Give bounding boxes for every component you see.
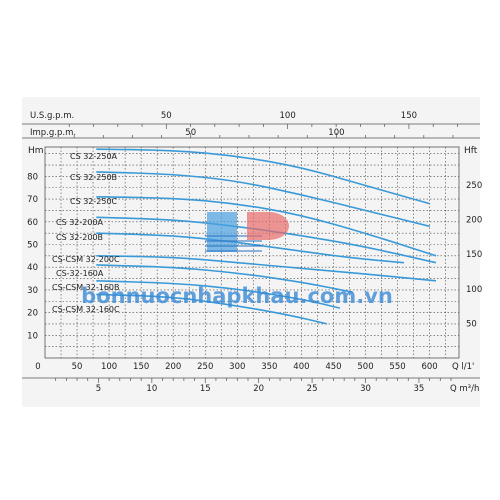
axis-label-hm: Hm xyxy=(28,146,44,156)
tick-label-imp: 100 xyxy=(328,128,344,138)
curve-label: CS-CSM 32-160B xyxy=(52,283,119,292)
tick-label-hm: 50 xyxy=(27,241,38,251)
curve-cs-csm-32-160b xyxy=(96,280,341,309)
curve-cs-csm-32-160c xyxy=(96,293,328,325)
tick-label-hm: 60 xyxy=(27,218,38,228)
curve-label: CS-CSM 32-200C xyxy=(52,255,120,264)
curve-label: CS 32-250B xyxy=(70,173,117,182)
tick-label-hft: 50 xyxy=(466,319,477,329)
tick-label-q-lmin: 400 xyxy=(293,362,309,372)
curve-label: CS 32-200A xyxy=(56,218,104,227)
tick-label-m3h: 30 xyxy=(360,384,371,394)
curve-cs-32-250c xyxy=(96,196,437,257)
tick-label-hm: 30 xyxy=(27,286,38,296)
axis-label-imp-gpm: Imp.g.p.m. xyxy=(30,128,76,138)
tick-label-hft: 150 xyxy=(466,250,482,260)
curve-label: CS 32-250A xyxy=(70,152,118,161)
curve-cs-csm-32-200c xyxy=(96,255,437,282)
tick-label-hm: 80 xyxy=(27,172,38,182)
pump-curves: CS 32-250A CS 32-250B CS 32-250C CS 32-200A… xyxy=(52,148,437,325)
watermark-logo xyxy=(205,212,289,252)
grid xyxy=(44,146,460,359)
tick-label-q-lmin: 100 xyxy=(101,362,117,372)
tick-label-us: 150 xyxy=(401,111,417,121)
axis-label-us-gpm: U.S.g.p.m. xyxy=(30,111,74,121)
tick-label-q-lmin: 600 xyxy=(421,362,437,372)
tick-label-hm: 10 xyxy=(27,331,38,341)
tick-label-hft: 100 xyxy=(466,285,482,295)
tick-label-m3h: 20 xyxy=(253,384,264,394)
plot-border xyxy=(44,146,460,359)
axis-label-hft: Hft xyxy=(464,146,478,156)
curve-cs-32-250a xyxy=(96,148,430,205)
tick-label-imp: 50 xyxy=(185,128,196,138)
tick-label-m3h: 5 xyxy=(96,384,101,394)
tick-label-q-lmin: 500 xyxy=(357,362,373,372)
tick-label-q-lmin: 200 xyxy=(165,362,181,372)
tick-label-m3h: 15 xyxy=(200,384,211,394)
tick-label-hm: 40 xyxy=(27,263,38,273)
tick-label-us: 100 xyxy=(280,111,296,121)
tick-label-hft: 200 xyxy=(466,216,482,226)
curve-cs-32-250b xyxy=(96,171,430,228)
logo-red-shape xyxy=(247,212,289,240)
tick-label-m3h: 10 xyxy=(146,384,157,394)
tick-label-m3h: 35 xyxy=(414,384,425,394)
tick-label-q-lmin: 350 xyxy=(261,362,277,372)
tick-label-q-lmin: 550 xyxy=(389,362,405,372)
tick-label-hm: 70 xyxy=(27,195,38,205)
tick-label-q-lmin: 50 xyxy=(72,362,83,372)
curve-label: CS 32-200B xyxy=(56,233,103,242)
axis-label-q-lmin: Q l/1' xyxy=(452,362,474,372)
tick-label-m3h: 25 xyxy=(307,384,318,394)
curve-cs-32-200b xyxy=(96,232,405,264)
logo-blue-block xyxy=(207,212,237,252)
curve-cs-32-200a xyxy=(96,216,437,264)
curve-label: CS 32-250C xyxy=(70,197,118,206)
tick-label-q-lmin: 300 xyxy=(229,362,245,372)
tick-label-q-lmin: 150 xyxy=(133,362,149,372)
tick-label-q-lmin: 250 xyxy=(197,362,213,372)
axis-label-q-m3h: Q m³/h xyxy=(450,384,479,394)
curve-label: CS-CSM 32-160C xyxy=(52,305,120,314)
watermark-text: bonnuocnhapkhau.com.vn xyxy=(81,284,393,308)
tick-label-hft: 250 xyxy=(466,181,482,191)
tick-label-q-lmin: 450 xyxy=(325,362,341,372)
tick-label-us: 50 xyxy=(161,111,172,121)
curve-label: CS-32-160A xyxy=(56,269,104,278)
curve-cs-32-160a xyxy=(96,264,353,293)
tick-label-hm: 20 xyxy=(27,309,38,319)
tick-label-q-lmin: 0 xyxy=(35,362,40,372)
